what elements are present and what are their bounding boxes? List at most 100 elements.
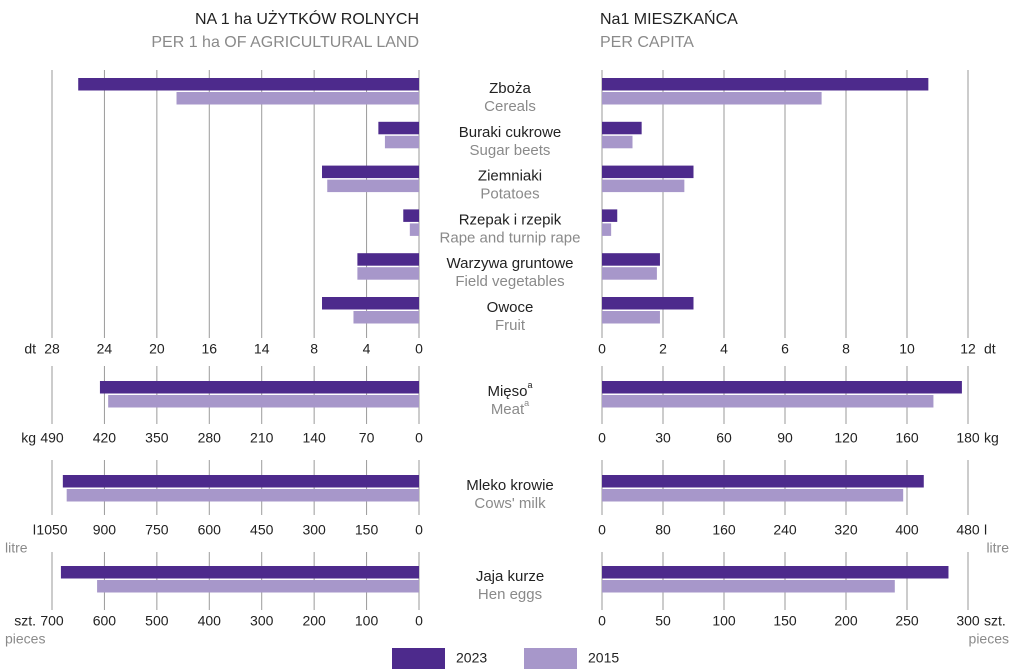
unit-label: szt. xyxy=(14,613,36,629)
bar xyxy=(602,78,929,91)
x-tick-label: 750 xyxy=(145,522,169,538)
x-tick-label: 240 xyxy=(773,522,797,538)
x-tick-label: 500 xyxy=(145,613,169,629)
x-tick-label: 140 xyxy=(302,430,326,446)
bar xyxy=(409,223,419,236)
bar xyxy=(97,580,420,593)
category-name-en: Field vegetables xyxy=(455,273,564,290)
x-tick-label: 4 xyxy=(363,341,371,357)
x-tick-label: 4 xyxy=(720,341,728,357)
category-name-en: Sugar beets xyxy=(470,142,551,159)
x-tick-label: 600 xyxy=(93,613,117,629)
category-label: Owoce xyxy=(487,299,534,316)
x-tick-label: 0 xyxy=(598,341,606,357)
right-title-en: PER CAPITA xyxy=(600,34,694,51)
category-name-en: Fruit xyxy=(495,317,526,334)
legend-label: 2015 xyxy=(588,650,619,666)
unit-label: dt xyxy=(24,341,36,357)
x-tick-label: 14 xyxy=(254,341,270,357)
x-tick-label: 300 xyxy=(302,522,326,538)
x-tick-label: 0 xyxy=(415,613,423,629)
legend-swatch xyxy=(524,648,577,669)
bar xyxy=(322,165,419,179)
x-tick-label: 450 xyxy=(250,522,274,538)
bar xyxy=(602,165,694,179)
bar xyxy=(62,475,420,488)
bar xyxy=(60,566,420,579)
footnote-mark: a xyxy=(524,398,529,408)
bar xyxy=(602,209,618,222)
x-tick-label: 420 xyxy=(93,430,117,446)
x-tick-label: 700 xyxy=(40,613,64,629)
category-label-en: Rape and turnip rape xyxy=(440,229,581,246)
x-tick-label: 28 xyxy=(44,341,60,357)
x-tick-label: 300 xyxy=(956,613,980,629)
category-label-en: Hen eggs xyxy=(478,586,542,603)
bar xyxy=(602,92,822,105)
category-label: Warzywa gruntowe xyxy=(447,255,574,272)
bar xyxy=(602,135,633,149)
bar xyxy=(602,381,962,394)
left-title-en: PER 1 ha OF AGRICULTURAL LAND xyxy=(151,34,419,51)
x-tick-label: 100 xyxy=(355,613,379,629)
x-tick-label: 250 xyxy=(895,613,919,629)
category-label-en: Meata xyxy=(491,398,529,418)
x-tick-label: 280 xyxy=(198,430,222,446)
bar xyxy=(384,135,419,149)
x-tick-label: 8 xyxy=(310,341,318,357)
x-tick-label: 200 xyxy=(302,613,326,629)
x-tick-label: 0 xyxy=(415,430,423,446)
unit-label-en: litre xyxy=(986,540,1009,556)
bar xyxy=(357,267,419,280)
x-tick-label: 150 xyxy=(355,522,379,538)
category-label-en: Cereals xyxy=(484,98,536,115)
bar xyxy=(602,489,904,502)
x-tick-label: 0 xyxy=(415,341,423,357)
x-tick-label: 24 xyxy=(97,341,113,357)
bar xyxy=(322,297,419,310)
x-tick-label: 90 xyxy=(777,430,793,446)
bar xyxy=(602,566,949,579)
category-label: Ziemniaki xyxy=(478,168,542,185)
x-tick-label: 160 xyxy=(895,430,919,446)
x-tick-label: 0 xyxy=(415,522,423,538)
unit-label: l xyxy=(33,522,36,538)
right-title: Na1 MIESZKAŃCA xyxy=(600,9,738,28)
category-label-en: Fruit xyxy=(495,317,526,334)
x-tick-label: 0 xyxy=(598,613,606,629)
x-tick-label: 200 xyxy=(834,613,858,629)
category-name-en: Hen eggs xyxy=(478,586,542,603)
x-tick-label: 60 xyxy=(716,430,732,446)
bar xyxy=(602,267,657,280)
category-name: Mięso xyxy=(487,383,527,400)
x-tick-label: 350 xyxy=(145,430,169,446)
bar xyxy=(602,297,694,310)
bar xyxy=(602,179,685,193)
category-name-en: Cows' milk xyxy=(474,495,546,512)
legend-swatch xyxy=(392,648,445,669)
category-name: Rzepak i rzepik xyxy=(459,211,562,228)
category-label: Jaja kurze xyxy=(476,568,544,585)
category-name: Jaja kurze xyxy=(476,568,544,585)
category-label: Mleko krowie xyxy=(466,477,554,494)
x-tick-label: 900 xyxy=(93,522,117,538)
x-tick-label: 0 xyxy=(598,430,606,446)
x-tick-label: 16 xyxy=(201,341,217,357)
category-name: Owoce xyxy=(487,299,534,316)
x-tick-label: 70 xyxy=(359,430,375,446)
category-label: Buraki cukrowe xyxy=(459,124,562,141)
category-label-en: Field vegetables xyxy=(455,273,564,290)
unit-label: kg xyxy=(984,430,999,446)
x-tick-label: 600 xyxy=(198,522,222,538)
unit-label-en: pieces xyxy=(969,631,1009,647)
bar xyxy=(99,381,419,394)
x-tick-label: 400 xyxy=(895,522,919,538)
bar xyxy=(66,489,420,502)
bar xyxy=(602,580,895,593)
category-name: Mleko krowie xyxy=(466,477,554,494)
x-tick-label: 80 xyxy=(655,522,671,538)
bar xyxy=(602,121,642,135)
left-title: NA 1 ha UŻYTKÓW ROLNYCH xyxy=(195,9,419,28)
x-tick-label: 490 xyxy=(40,430,64,446)
